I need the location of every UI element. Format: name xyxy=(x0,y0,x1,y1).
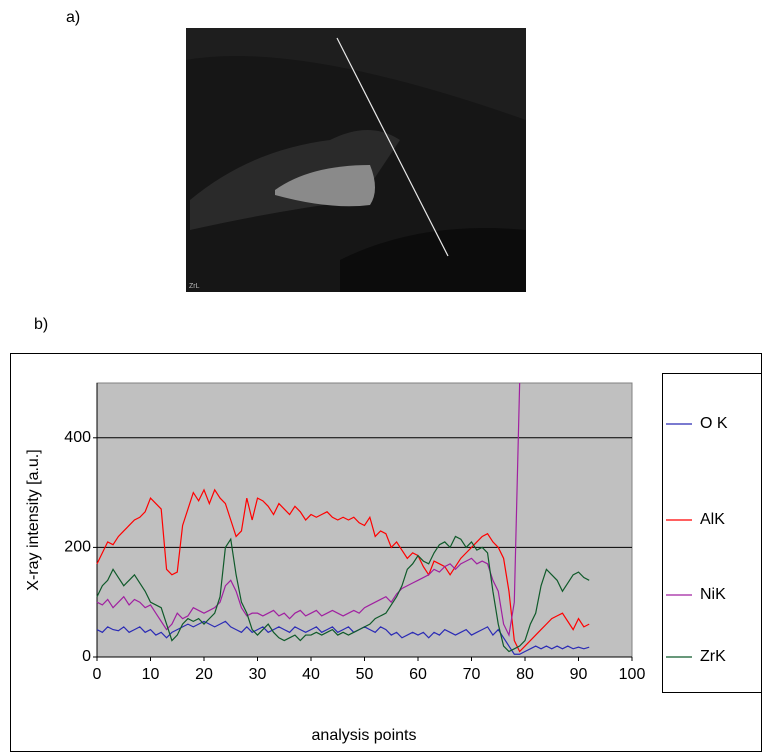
x-tick-label: 30 xyxy=(249,666,267,683)
x-tick-label: 0 xyxy=(93,666,102,683)
x-tick-label: 60 xyxy=(409,666,427,683)
y-axis-label: X-ray intensity [a.u.] xyxy=(25,449,42,590)
scan-line xyxy=(336,37,449,257)
legend-label: ZrK xyxy=(700,648,726,665)
legend-label: O K xyxy=(700,415,728,432)
legend-label: AlK xyxy=(700,511,725,528)
image-caption: ZrL xyxy=(189,283,200,290)
image-region xyxy=(340,228,526,292)
series-line xyxy=(96,488,590,653)
y-tick-label: 400 xyxy=(64,429,91,446)
plot-area xyxy=(96,382,633,658)
x-tick-label: 50 xyxy=(356,666,374,683)
panel-label: b) xyxy=(34,316,48,333)
x-tick-label: 70 xyxy=(463,666,481,683)
series-line xyxy=(96,620,590,655)
image-blob xyxy=(275,165,375,207)
x-tick-label: 20 xyxy=(195,666,213,683)
x-tick-label: 90 xyxy=(570,666,588,683)
series-line xyxy=(96,535,590,653)
y-tick-label: 0 xyxy=(82,648,91,665)
y-tick-label: 200 xyxy=(64,539,91,556)
panel-label: a) xyxy=(66,9,80,26)
legend-label: NiK xyxy=(700,586,726,603)
x-tick-label: 100 xyxy=(619,666,646,683)
x-tick-label: 10 xyxy=(142,666,160,683)
x-tick-label: 80 xyxy=(516,666,534,683)
x-tick-label: 40 xyxy=(302,666,320,683)
x-axis-label: analysis points xyxy=(312,727,417,744)
micrograph: ZrL xyxy=(186,28,526,292)
